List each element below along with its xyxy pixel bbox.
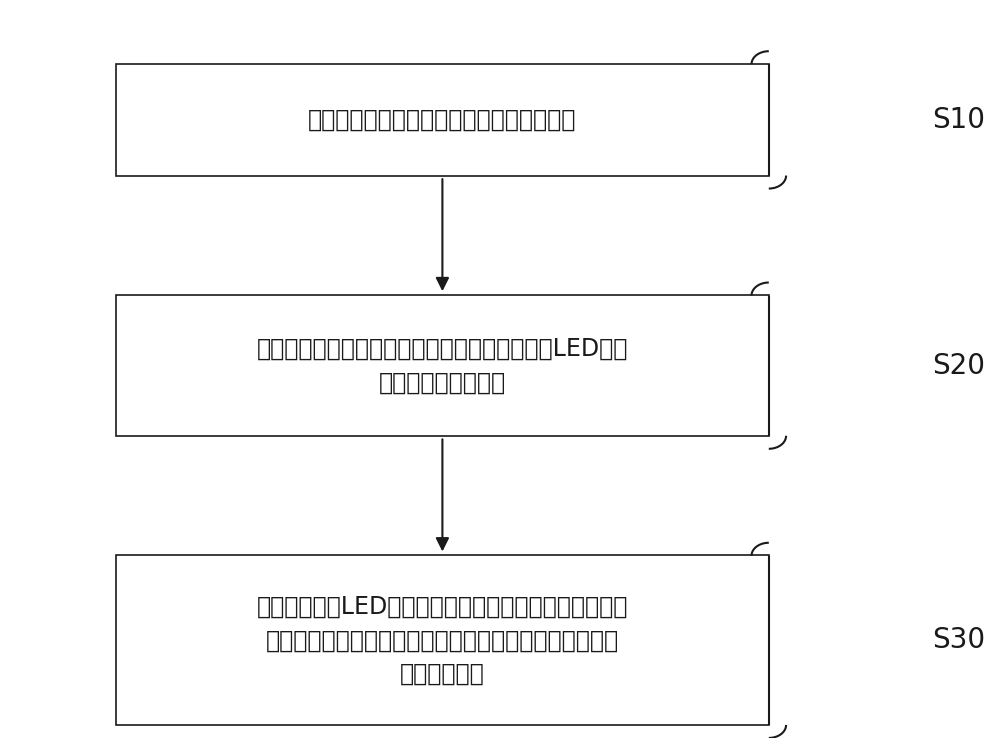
Text: 获取所述光学膜片上每个面光源区的亮度值: 获取所述光学膜片上每个面光源区的亮度值 — [308, 108, 577, 132]
Text: 根据每个所述面光源区的亮度值，确定每个所述LED光源
的第一亮度补偿系数: 根据每个所述面光源区的亮度值，确定每个所述LED光源 的第一亮度补偿系数 — [257, 337, 628, 395]
Text: S10: S10 — [932, 106, 985, 134]
Bar — [116, 556, 769, 725]
Text: 根据每个所述LED光源的第一亮度补偿系数，调节所述光
学膜片上每个所述面光源区的亮度，以均衡所述液晶模组
的光学均匀性: 根据每个所述LED光源的第一亮度补偿系数，调节所述光 学膜片上每个所述面光源区的… — [257, 595, 628, 686]
Text: S30: S30 — [932, 626, 985, 654]
Bar — [116, 64, 769, 176]
Text: S20: S20 — [932, 352, 985, 380]
Bar — [116, 295, 769, 436]
